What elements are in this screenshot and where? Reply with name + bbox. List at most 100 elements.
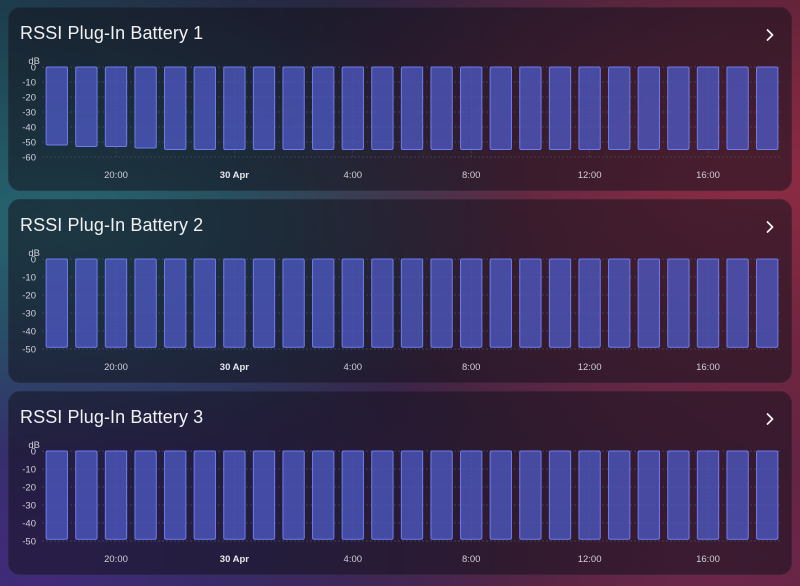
bar[interactable] bbox=[223, 66, 246, 150]
bar[interactable] bbox=[667, 450, 690, 540]
bar[interactable] bbox=[696, 258, 720, 348]
bar[interactable] bbox=[312, 258, 335, 348]
bar-chart[interactable]: dB0 -10 -20 -30 -40 -50 20:00 30 Apr 4:00 8:00 12:… bbox=[8, 391, 792, 575]
bar[interactable] bbox=[726, 450, 749, 540]
bar-chart[interactable]: dB0 -10 -20 -30 -40 -50 -60 20:00 30 Apr 4:00 8:00… bbox=[8, 7, 792, 191]
y-axis-unit: dB bbox=[28, 56, 40, 67]
bar[interactable] bbox=[371, 450, 394, 540]
x-tick-label: 4:00 bbox=[344, 554, 363, 565]
bar[interactable] bbox=[667, 258, 690, 348]
y-axis-unit: dB bbox=[28, 440, 40, 451]
bar[interactable] bbox=[637, 66, 660, 150]
bar[interactable] bbox=[637, 450, 660, 540]
bar[interactable] bbox=[134, 66, 157, 149]
bar[interactable] bbox=[400, 66, 424, 150]
bar[interactable] bbox=[104, 66, 128, 147]
bar[interactable] bbox=[75, 258, 98, 348]
bar[interactable] bbox=[519, 258, 542, 348]
bar[interactable] bbox=[252, 66, 276, 150]
bar[interactable] bbox=[282, 450, 305, 540]
bar[interactable] bbox=[756, 450, 779, 540]
bar[interactable] bbox=[400, 450, 424, 540]
y-tick-label: -30 bbox=[22, 108, 36, 119]
bar[interactable] bbox=[460, 450, 483, 540]
bar[interactable] bbox=[608, 258, 631, 348]
bar[interactable] bbox=[548, 66, 572, 150]
y-tick-label: -20 bbox=[22, 291, 36, 302]
bar[interactable] bbox=[252, 450, 276, 540]
bar[interactable] bbox=[460, 258, 483, 348]
bar[interactable] bbox=[341, 66, 364, 150]
card-title: RSSI Plug-In Battery 1 bbox=[20, 23, 204, 43]
bar[interactable] bbox=[104, 450, 128, 540]
bar[interactable] bbox=[696, 66, 720, 150]
bar[interactable] bbox=[312, 66, 335, 150]
chart-card-3[interactable]: RSSI Plug-In Battery 3 dB 0 -10 -20 -30 -40 -5… bbox=[8, 391, 792, 575]
bar[interactable] bbox=[223, 258, 246, 348]
chevron-right-icon[interactable] bbox=[762, 27, 778, 43]
bar[interactable] bbox=[282, 66, 305, 150]
x-tick-label: 16:00 bbox=[696, 554, 720, 565]
bar[interactable] bbox=[430, 66, 453, 150]
bar[interactable] bbox=[637, 258, 660, 348]
bar[interactable] bbox=[75, 66, 98, 147]
bar[interactable] bbox=[578, 66, 601, 150]
bar[interactable] bbox=[608, 66, 631, 150]
chart-card-2[interactable]: RSSI Plug-In Battery 2 dB 0 -10 -20 -30 -40 -5… bbox=[8, 199, 792, 383]
y-tick-label: -20 bbox=[22, 93, 36, 104]
bar[interactable] bbox=[45, 258, 68, 348]
bar[interactable] bbox=[756, 258, 779, 348]
bar[interactable] bbox=[193, 258, 216, 348]
y-tick-label: -30 bbox=[22, 501, 36, 512]
bar-chart[interactable]: dB0 -10 -20 -30 -40 -50 20:00 30 Apr 4:00 8:00 12:… bbox=[8, 199, 792, 383]
bar[interactable] bbox=[519, 66, 542, 150]
bar[interactable] bbox=[104, 258, 128, 348]
bar[interactable] bbox=[282, 258, 305, 348]
bar[interactable] bbox=[756, 66, 779, 150]
bar[interactable] bbox=[134, 258, 157, 348]
x-tick-label: 12:00 bbox=[578, 170, 602, 181]
x-tick-label: 12:00 bbox=[578, 554, 602, 565]
x-tick-label: 12:00 bbox=[578, 362, 602, 373]
bar[interactable] bbox=[726, 66, 749, 150]
bar[interactable] bbox=[45, 66, 68, 146]
bar[interactable] bbox=[45, 450, 68, 540]
bar[interactable] bbox=[193, 450, 216, 540]
bar[interactable] bbox=[489, 450, 512, 540]
bar[interactable] bbox=[667, 66, 690, 150]
bar[interactable] bbox=[193, 66, 216, 150]
bar[interactable] bbox=[371, 258, 394, 348]
bar[interactable] bbox=[252, 258, 276, 348]
bar[interactable] bbox=[489, 258, 512, 348]
bar[interactable] bbox=[460, 66, 483, 150]
y-tick-label: -40 bbox=[22, 519, 36, 530]
bar[interactable] bbox=[578, 258, 601, 348]
bar[interactable] bbox=[164, 258, 187, 348]
bar[interactable] bbox=[726, 258, 749, 348]
chevron-right-icon[interactable] bbox=[762, 411, 778, 427]
bar[interactable] bbox=[164, 450, 187, 540]
bar[interactable] bbox=[489, 66, 512, 150]
bar[interactable] bbox=[134, 450, 157, 540]
bar[interactable] bbox=[400, 258, 424, 348]
bar[interactable] bbox=[548, 258, 572, 348]
bar[interactable] bbox=[696, 450, 720, 540]
x-tick-label: 4:00 bbox=[344, 170, 363, 181]
bar[interactable] bbox=[578, 450, 601, 540]
bar[interactable] bbox=[608, 450, 631, 540]
bar[interactable] bbox=[223, 450, 246, 540]
bar[interactable] bbox=[519, 450, 542, 540]
bar[interactable] bbox=[341, 450, 364, 540]
bar[interactable] bbox=[430, 258, 453, 348]
bar[interactable] bbox=[548, 450, 572, 540]
bar[interactable] bbox=[341, 258, 364, 348]
y-tick-label: -30 bbox=[22, 309, 36, 320]
chevron-right-icon[interactable] bbox=[762, 219, 778, 235]
bar[interactable] bbox=[75, 450, 98, 540]
bar[interactable] bbox=[371, 66, 394, 150]
chart-card-1[interactable]: RSSI Plug-In Battery 1 dB 0 -10 -20 -30 -40 -5… bbox=[8, 7, 792, 191]
bar[interactable] bbox=[312, 450, 335, 540]
bar[interactable] bbox=[164, 66, 187, 150]
card-title: RSSI Plug-In Battery 3 bbox=[20, 407, 204, 427]
bar[interactable] bbox=[430, 450, 453, 540]
